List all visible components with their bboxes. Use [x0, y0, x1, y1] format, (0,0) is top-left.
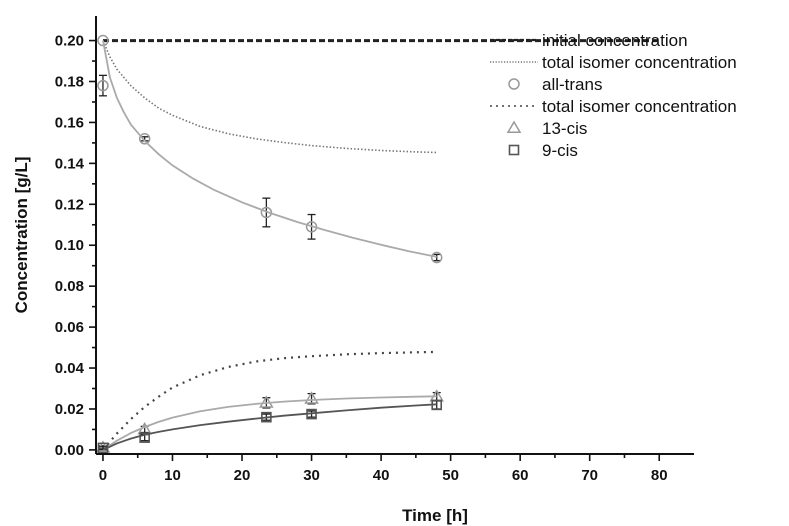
all-trans-point — [430, 251, 443, 264]
all-trans-fit-line — [102, 40, 437, 258]
x-tick-label: 50 — [442, 467, 459, 484]
total-isomer-concentration-line — [102, 40, 437, 154]
legend-entry: 9-cis — [508, 141, 578, 160]
all-trans-point — [97, 34, 109, 47]
13-cis-point — [304, 391, 319, 404]
legend-label: all-trans — [542, 75, 602, 94]
x-tick-label: 80 — [651, 467, 668, 484]
legend-triangle-marker — [506, 120, 522, 133]
legend-entry: total isomer concentration — [490, 97, 737, 116]
total-isomer-concentration-line — [102, 350, 437, 451]
legend-label: total isomer concentration — [542, 53, 737, 72]
legend: initial concentration total isomer concen… — [490, 31, 737, 160]
x-tick-label: 70 — [581, 467, 598, 484]
legend-entry: all-trans — [508, 75, 602, 94]
x-tick-label: 30 — [303, 467, 320, 484]
legend-entry: 13-cis — [506, 119, 587, 138]
y-tick-label: 0.08 — [55, 278, 84, 295]
y-axis-title: Concentration [g/L] — [12, 157, 31, 314]
legend-label: initial concentration — [542, 31, 688, 50]
9-cis-point — [139, 432, 150, 443]
y-tick-label: 0.12 — [55, 196, 84, 213]
legend-square-marker — [508, 144, 520, 156]
x-tick-label: 20 — [234, 467, 251, 484]
x-tick-label: 10 — [164, 467, 181, 484]
x-tick-label: 40 — [373, 467, 390, 484]
9-cis-fit-line — [102, 403, 437, 451]
x-tick-label: 60 — [512, 467, 529, 484]
y-tick-label: 0.14 — [55, 155, 85, 172]
axes: 0 10 20 30 40 50 60 70 80 0.00 0.02 0.04 0.06 0.08 0.1… — [55, 16, 694, 484]
legend-entry: initial concentration — [490, 31, 688, 50]
y-tick-label: 0.00 — [55, 442, 84, 459]
legend-entry: total isomer concentration — [490, 53, 737, 72]
y-tick-label: 0.16 — [55, 114, 84, 131]
y-tick-label: 0.18 — [55, 73, 84, 90]
y-tick-label: 0.10 — [55, 237, 84, 254]
legend-label: 13-cis — [542, 119, 587, 138]
13-cis-fit-line — [102, 395, 437, 451]
x-axis-title: Time [h] — [402, 506, 468, 525]
y-tick-label: 0.20 — [55, 33, 84, 50]
all-trans-point — [97, 79, 109, 92]
all-trans-point — [138, 133, 151, 145]
x-tick-label: 0 — [99, 467, 107, 484]
legend-label: total isomer concentration — [542, 97, 737, 116]
legend-label: 9-cis — [542, 141, 578, 160]
y-tick-label: 0.04 — [55, 360, 85, 377]
plot-area — [95, 34, 660, 454]
y-tick-label: 0.06 — [55, 319, 84, 336]
y-tick-label: 0.02 — [55, 401, 84, 418]
legend-circle-marker — [508, 78, 520, 90]
